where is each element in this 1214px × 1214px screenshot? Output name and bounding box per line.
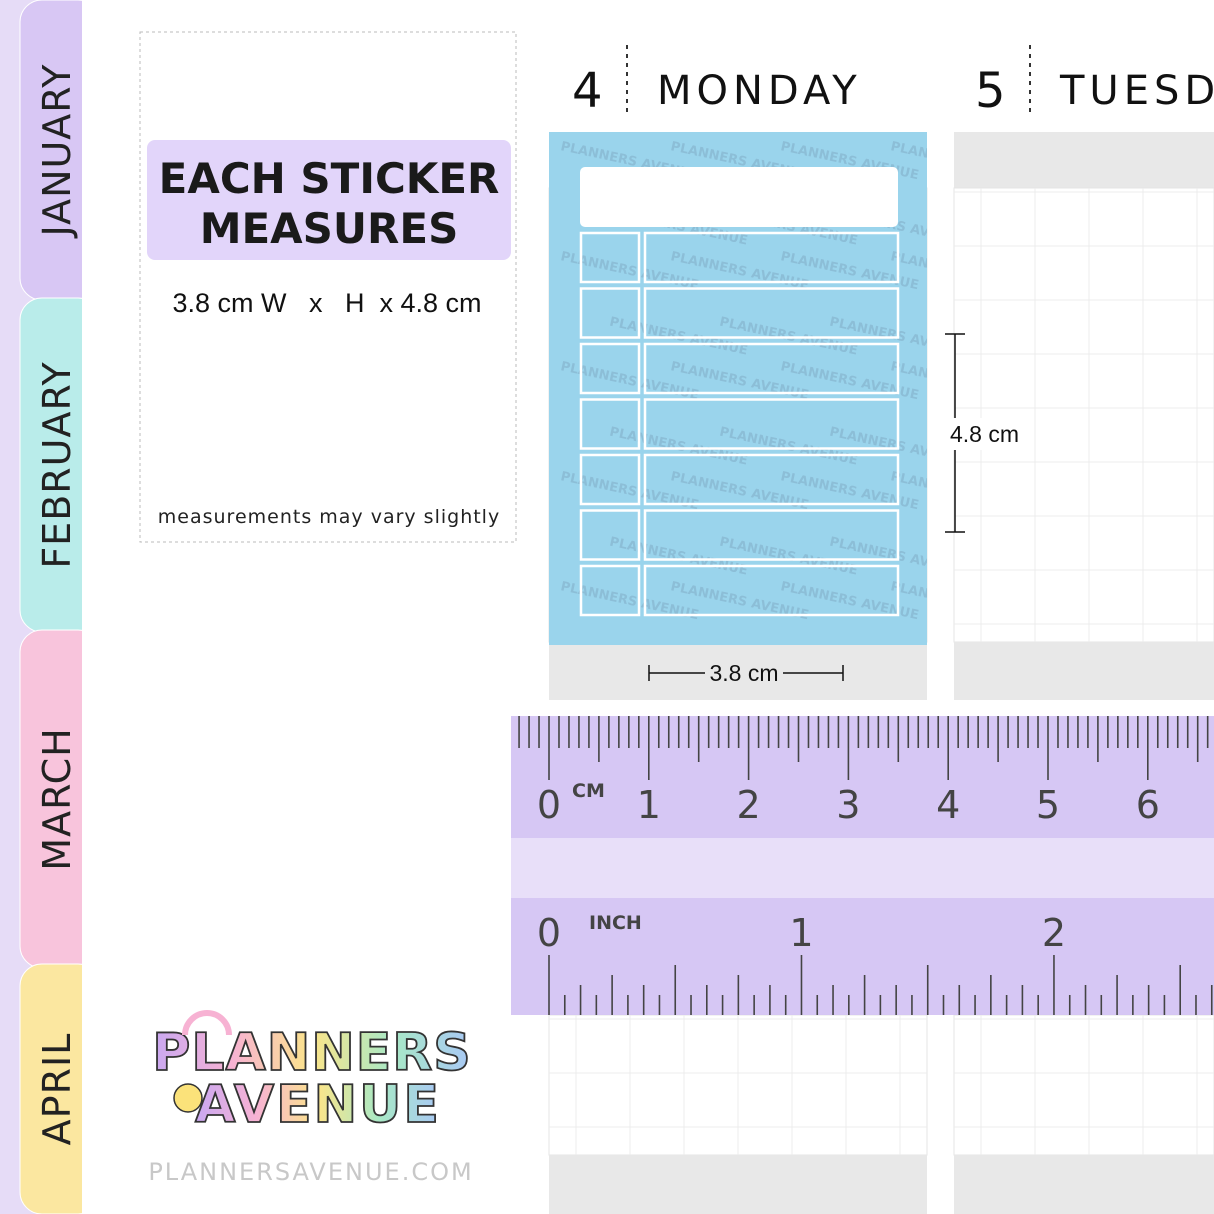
sticker-checkbox (579, 564, 641, 617)
inch-unit: INCH (589, 912, 642, 934)
sticker-line (643, 342, 900, 395)
info-heading: EACH STICKER (159, 154, 500, 203)
sticker-checkbox (579, 342, 641, 395)
cm-label: 5 (1036, 783, 1060, 827)
day-name: MONDAY (657, 68, 862, 114)
info-heading-bg (147, 140, 511, 260)
cm-unit: CM (572, 780, 605, 802)
sticker-checkbox (579, 287, 641, 339)
tab-cover (82, 0, 112, 1214)
dim-label: 4.8 cm (950, 421, 1019, 447)
month-label: JANUARY (35, 64, 79, 239)
sticker-line (643, 453, 900, 506)
day-number: 5 (975, 63, 1006, 119)
day-name: TUESD (1059, 68, 1214, 114)
dim-label: 3.8 cm (709, 660, 778, 686)
day-footer-band (954, 642, 1214, 700)
month-label: APRIL (35, 1033, 79, 1146)
ruler-mid (511, 838, 1214, 898)
dim-label-bg (944, 418, 1024, 450)
sticker-checkbox (579, 509, 641, 561)
sticker-checkbox (579, 398, 641, 450)
cm-label: 1 (637, 783, 661, 827)
day-grid (953, 187, 1214, 643)
day-number: 4 (572, 63, 603, 119)
logo-line: PLANNERS (152, 1023, 472, 1083)
cm-label: 6 (1136, 783, 1160, 827)
sticker-header (580, 167, 898, 227)
inch-label: 0 (537, 911, 561, 955)
sticker-line (643, 509, 900, 561)
site-url: PLANNERSAVENUE.COM (148, 1158, 473, 1186)
sticker-line (643, 564, 900, 617)
month-label: FEBRUARY (35, 361, 79, 568)
inch-label: 1 (789, 911, 813, 955)
sticker-line (643, 231, 900, 284)
month-label: MARCH (35, 727, 79, 870)
cm-label: 0 (537, 783, 561, 827)
logo-sun (173, 1083, 203, 1113)
day-footer-band (549, 1155, 927, 1214)
inch-label: 2 (1042, 911, 1066, 955)
day-footer-band (954, 1155, 1214, 1214)
day-header-band (954, 132, 1214, 188)
logo-rainbow (182, 1010, 232, 1036)
info-heading: MEASURES (200, 204, 459, 253)
info-box (139, 31, 517, 543)
cm-label: 3 (836, 783, 860, 827)
day-grid (953, 1014, 1214, 1156)
sticker-checkbox (579, 231, 641, 284)
logo-line: AVENUE (195, 1075, 441, 1135)
sticker-checkbox (579, 453, 641, 506)
info-note: measurements may vary slightly (158, 506, 500, 528)
cm-label: 2 (737, 783, 761, 827)
sticker-line (643, 287, 900, 339)
cm-label: 4 (936, 783, 960, 827)
info-size: 3.8 cm W x H x 4.8 cm (172, 288, 481, 318)
sticker-line (643, 398, 900, 450)
day-footer-band (549, 642, 927, 700)
